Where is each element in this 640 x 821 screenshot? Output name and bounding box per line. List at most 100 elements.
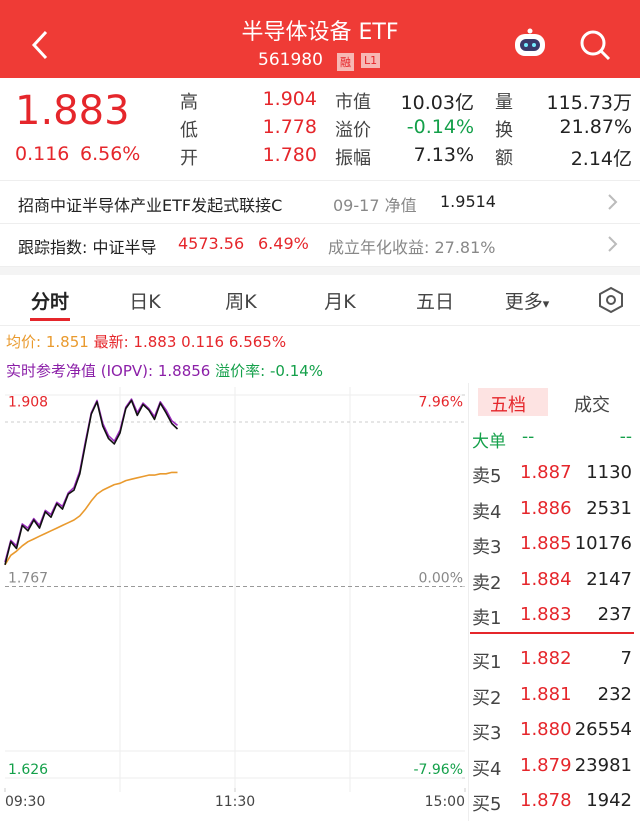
tab[interactable]: 月K [324,291,356,313]
title: 半导体设备 ETF [241,20,399,45]
avg-label: 均价: [6,333,42,351]
level-price: 1.887 [520,462,572,483]
tab[interactable]: 日K [129,291,161,313]
change: 0.116 [15,143,70,165]
level-label: 卖5 [472,466,502,487]
level-price: 1.885 [520,533,572,554]
stat-value: 115.73万 [546,92,632,114]
y-tick-label: 1.908 [8,395,48,411]
level-label: 卖2 [472,572,502,594]
y2-tick-label: -7.96% [413,762,463,778]
iopv: 1.8856 [157,362,211,380]
level-label: 卖1 [472,608,502,629]
robot-icon[interactable] [512,28,548,60]
header-bar: 半导体设备 ETF 561980 融 L1 [0,0,640,78]
level-volume: 7 [620,648,632,669]
book-divider [470,632,634,634]
stat-label: 换 [495,120,513,141]
chevron [608,194,618,210]
separator [0,267,640,275]
stat-label: 量 [495,92,513,113]
level-label: 买3 [472,723,502,744]
premium: -0.14% [269,362,324,380]
divider [0,325,640,326]
y2-tick-label: 7.96% [419,395,463,411]
stat-label: 溢价 [335,120,371,141]
premium-label: 溢价率: [215,362,266,380]
level-price: 1.878 [520,790,572,811]
level-price: 1.881 [520,683,572,705]
x-tick-label: 09:30 [5,794,45,810]
last-label: 最新: [93,333,129,351]
y-tick-label: 1.767 [8,571,48,587]
stat-label: 市值 [335,92,371,113]
level-label: 买5 [472,794,502,815]
level-volume: 1130 [586,462,632,483]
level-price: 1.879 [520,754,572,776]
settings-icon[interactable] [597,286,625,314]
tab-underline [30,318,70,321]
tab[interactable]: 五日 [415,291,455,313]
badge: L1 [361,53,381,68]
stat-label: 高 [180,92,198,113]
tab[interactable]: 更多▾ [504,291,550,313]
index-value: 4573.56 [178,234,245,253]
level-price: 1.880 [520,719,572,740]
intraday-chart: 1.908 1.767 1.626 7.96% 0.00% -7.96% 09:30 11:3… [4,387,466,810]
y2-tick-label: 0.00% [419,571,463,587]
level-volume: 10176 [574,533,632,554]
price-line [4,471,178,566]
divider [468,383,469,821]
iopv-label: 实时参考净值 (IOPV): [6,362,154,380]
price: 1.883 [15,88,130,134]
badge: 融 [337,53,354,71]
x-tick-label: 11:30 [215,794,255,810]
index-label: 跟踪指数: 中证半导 [18,238,157,257]
stat-label: 低 [180,120,198,141]
last: 1.883 [133,333,177,351]
fund-row[interactable]: 招商中证半导体产业ETF发起式联接C 09-17 净值 1.9514 [0,180,640,224]
stat-value: 21.87% [559,116,632,138]
level-label: 买1 [472,652,502,673]
level-volume: 26554 [574,719,632,740]
stat-value: 2.14亿 [570,148,632,170]
stat-label: 振幅 [335,148,371,169]
change-pct: 6.56% [80,143,141,165]
stat-value: -0.14% [406,116,474,138]
change-pct: 6.565% [228,333,287,351]
stat-value: 1.780 [262,144,317,166]
big-order-label: 大单 [472,432,506,452]
level-price: 1.886 [520,497,572,519]
x-tick-label: 15:00 [425,794,465,810]
back-button[interactable] [28,28,52,62]
index-row[interactable]: 跟踪指数: 中证半导 4573.56 6.49% 成立年化收益: 27.81% [0,222,640,267]
book-tab[interactable]: 五档 [490,395,526,416]
index-change: 6.49% [258,234,309,253]
tab-active-bg [478,388,548,416]
stat-value: 7.13% [413,144,474,166]
level-volume: 2531 [586,497,632,519]
level-volume: 1942 [586,790,632,811]
annual-return: 成立年化收益: 27.81% [328,238,496,257]
level-label: 买2 [472,687,502,709]
level-price: 1.884 [520,568,572,590]
level-label: 卖4 [472,501,502,523]
iopv-line: 实时参考净值 (IOPV): 1.8856 溢价率: -0.14% [6,360,323,381]
book-tab[interactable]: 成交 [574,395,610,416]
level-label: 卖3 [472,537,502,558]
tab[interactable]: 分时 [30,291,70,313]
level-volume: 232 [597,683,632,705]
chevron [608,236,618,252]
tab[interactable]: 周K [225,291,257,313]
price-line [4,399,179,565]
stat-value: 1.778 [262,116,317,138]
y-tick-label: 1.626 [8,762,48,778]
nav-label: 09-17 净值 [333,196,417,215]
stat-value: 10.03亿 [400,92,474,114]
change: 0.116 [181,333,225,351]
stat-label: 额 [495,148,513,169]
search-icon[interactable] [578,28,612,62]
dropdown-icon: ▾ [542,297,550,312]
